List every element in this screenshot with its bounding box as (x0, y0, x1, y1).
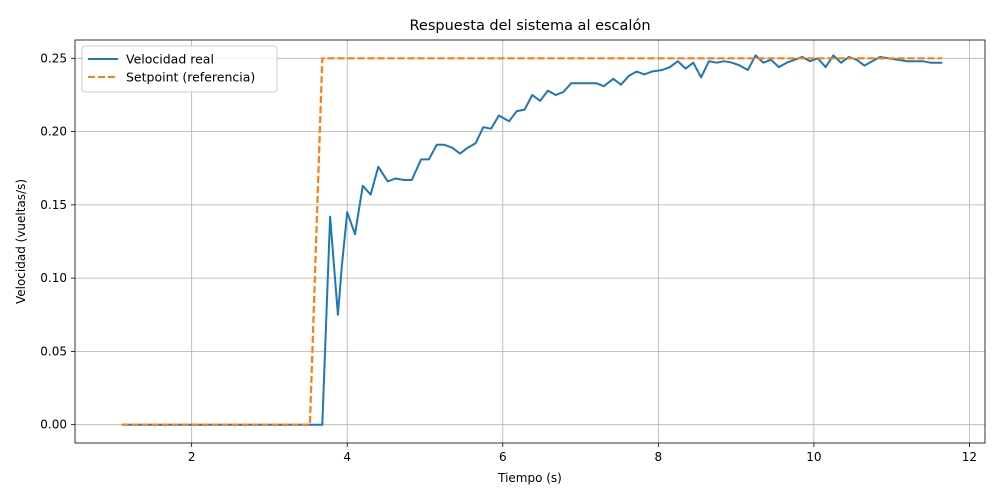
y-tick-label: 0.20 (40, 125, 67, 139)
x-tick-label: 8 (655, 450, 663, 464)
x-tick-label: 10 (806, 450, 821, 464)
x-axis-label: Tiempo (s) (497, 471, 562, 485)
legend: Velocidad real Setpoint (referencia) (81, 45, 278, 93)
legend-box (81, 45, 278, 93)
plot-area-frame (74, 39, 986, 444)
plot-series (121, 54, 943, 426)
y-tick-label: 0.25 (40, 51, 67, 65)
y-tick-label: 0.00 (40, 418, 67, 432)
series-line-setpoint (121, 57, 943, 426)
series-line-velocidad-real (121, 54, 943, 426)
x-tick-label: 2 (188, 450, 196, 464)
axis-ticks: 2 4 6 8 10 12 0.00 0.05 0.10 0.15 0.20 0.25 (40, 51, 977, 464)
y-tick-label: 0.15 (40, 198, 67, 212)
y-axis-label: Velocidad (vueltas/s) (14, 179, 28, 304)
y-tick-label: 0.10 (40, 271, 67, 285)
legend-label-setpoint: Setpoint (referencia) (126, 70, 255, 85)
chart-title: Respuesta del sistema al escalón (409, 18, 650, 34)
y-tick-label: 0.05 (40, 344, 67, 358)
legend-label-velocidad-real: Velocidad real (126, 52, 214, 67)
x-tick-label: 12 (962, 450, 977, 464)
x-tick-label: 6 (499, 450, 507, 464)
x-tick-label: 4 (343, 450, 351, 464)
